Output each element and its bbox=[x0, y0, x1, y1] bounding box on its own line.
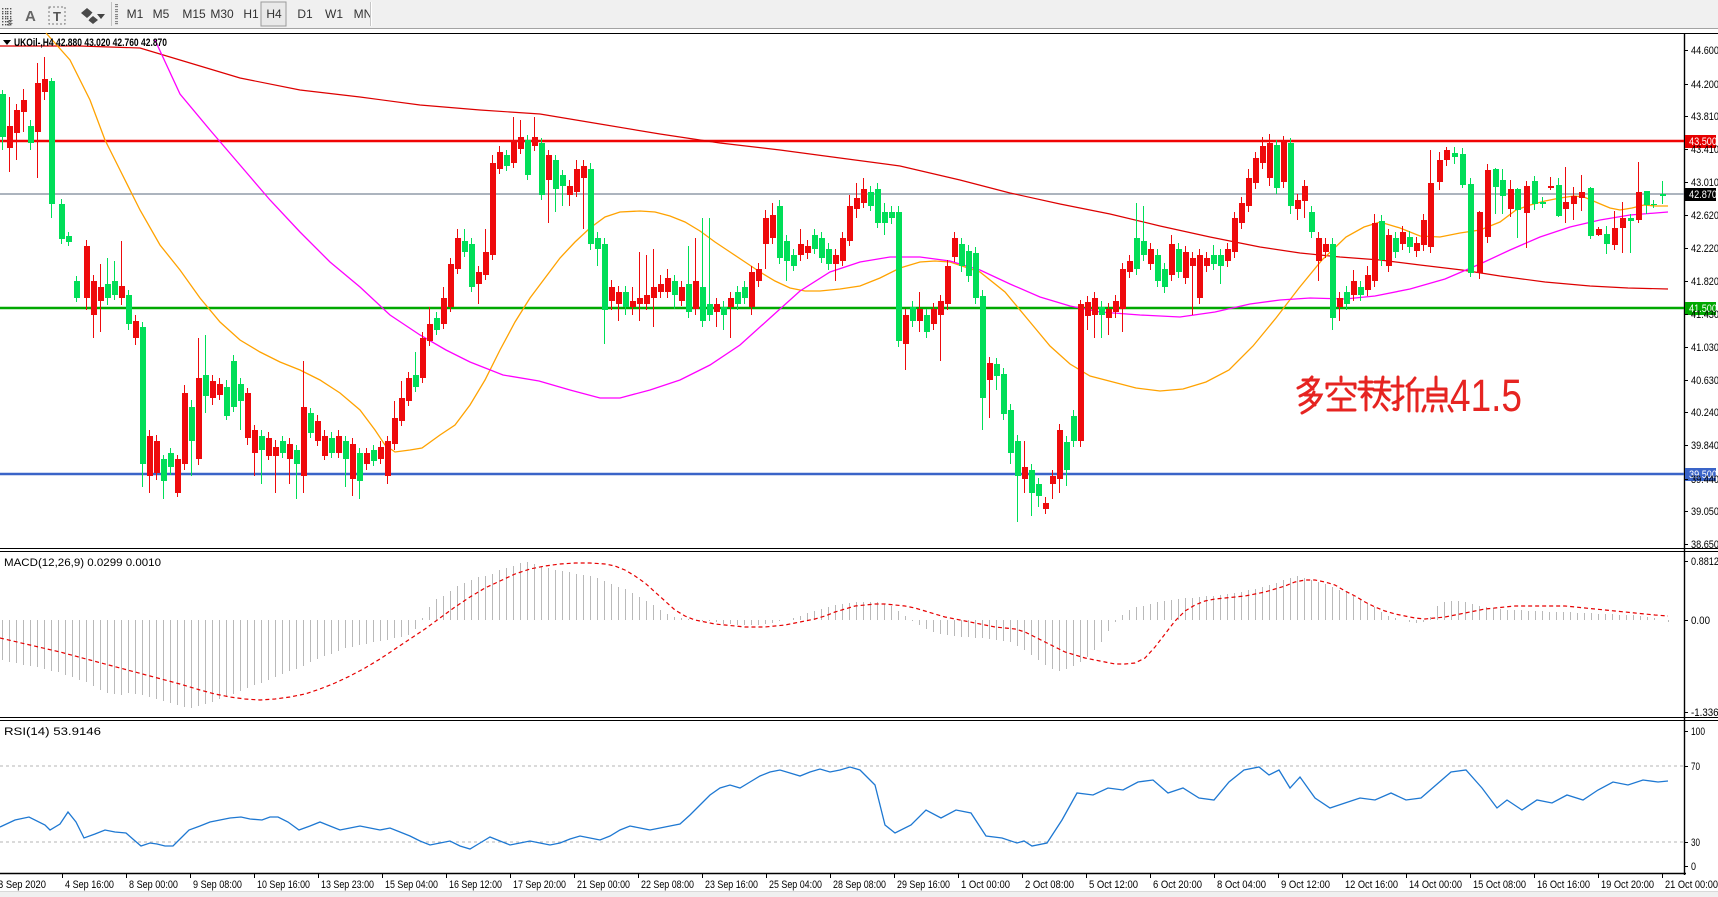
svg-text:0.8812: 0.8812 bbox=[1691, 556, 1718, 568]
svg-text:16 Sep 12:00: 16 Sep 12:00 bbox=[449, 879, 502, 891]
svg-text:42.220: 42.220 bbox=[1691, 243, 1718, 255]
svg-text:13 Sep 23:00: 13 Sep 23:00 bbox=[321, 879, 374, 891]
svg-text:30: 30 bbox=[1691, 837, 1700, 849]
svg-text:21 Oct 00:00: 21 Oct 00:00 bbox=[1665, 879, 1718, 891]
svg-text:15 Sep 04:00: 15 Sep 04:00 bbox=[385, 879, 438, 891]
svg-text:12 Oct 16:00: 12 Oct 16:00 bbox=[1345, 879, 1398, 891]
svg-text:A: A bbox=[25, 8, 36, 25]
svg-text:43.010: 43.010 bbox=[1691, 177, 1718, 189]
svg-text:MACD(12,26,9) 0.0299 0.0010: MACD(12,26,9) 0.0299 0.0010 bbox=[4, 557, 161, 569]
svg-text:16 Oct 16:00: 16 Oct 16:00 bbox=[1537, 879, 1590, 891]
svg-text:70: 70 bbox=[1691, 761, 1700, 773]
svg-text:100: 100 bbox=[1691, 726, 1705, 738]
svg-text:23 Sep 16:00: 23 Sep 16:00 bbox=[705, 879, 758, 891]
svg-text:3 Sep 2020: 3 Sep 2020 bbox=[0, 879, 46, 891]
svg-text:44.600: 44.600 bbox=[1691, 45, 1718, 57]
svg-text:29 Sep 16:00: 29 Sep 16:00 bbox=[897, 879, 950, 891]
svg-text:41.820: 41.820 bbox=[1691, 276, 1718, 288]
svg-text:-1.3368: -1.3368 bbox=[1691, 707, 1718, 719]
svg-text:41.430: 41.430 bbox=[1691, 309, 1718, 321]
svg-text:42.620: 42.620 bbox=[1691, 210, 1718, 222]
svg-text:40.630: 40.630 bbox=[1691, 375, 1718, 387]
svg-text:4 Sep 16:00: 4 Sep 16:00 bbox=[65, 879, 114, 891]
svg-text:8 Sep 00:00: 8 Sep 00:00 bbox=[129, 879, 178, 891]
svg-text:2 Oct 08:00: 2 Oct 08:00 bbox=[1025, 879, 1074, 891]
svg-text:RSI(14) 53.9146: RSI(14) 53.9146 bbox=[4, 726, 101, 738]
svg-text:42.870: 42.870 bbox=[1689, 189, 1717, 201]
svg-text:43.810: 43.810 bbox=[1691, 111, 1718, 123]
svg-text:9 Sep 08:00: 9 Sep 08:00 bbox=[193, 879, 242, 891]
svg-text:40.240: 40.240 bbox=[1691, 407, 1718, 419]
svg-text:8 Oct 04:00: 8 Oct 04:00 bbox=[1217, 879, 1266, 891]
svg-text:0.00: 0.00 bbox=[1691, 615, 1710, 627]
svg-text:44.200: 44.200 bbox=[1691, 79, 1718, 91]
svg-text:43.410: 43.410 bbox=[1691, 144, 1718, 156]
svg-text:39.840: 39.840 bbox=[1691, 440, 1718, 452]
svg-text:9 Oct 12:00: 9 Oct 12:00 bbox=[1281, 879, 1330, 891]
svg-text:T: T bbox=[53, 9, 61, 24]
svg-text:41.5: 41.5 bbox=[1450, 370, 1522, 421]
svg-text:39.050: 39.050 bbox=[1691, 506, 1718, 518]
svg-text:15 Oct 08:00: 15 Oct 08:00 bbox=[1473, 879, 1526, 891]
svg-text:43.500: 43.500 bbox=[1689, 136, 1717, 148]
svg-text:6 Oct 20:00: 6 Oct 20:00 bbox=[1153, 879, 1202, 891]
svg-text:39.500: 39.500 bbox=[1689, 469, 1717, 481]
svg-text:38.650: 38.650 bbox=[1691, 539, 1718, 551]
svg-text:41.500: 41.500 bbox=[1689, 303, 1717, 315]
svg-text:14 Oct 00:00: 14 Oct 00:00 bbox=[1409, 879, 1462, 891]
svg-text:25 Sep 04:00: 25 Sep 04:00 bbox=[769, 879, 822, 891]
svg-text:39.440: 39.440 bbox=[1691, 474, 1718, 486]
svg-text:1 Oct 00:00: 1 Oct 00:00 bbox=[961, 879, 1010, 891]
svg-text:F: F bbox=[8, 19, 13, 28]
svg-text:41.030: 41.030 bbox=[1691, 342, 1718, 354]
svg-text:19 Oct 20:00: 19 Oct 20:00 bbox=[1601, 879, 1654, 891]
svg-text:28 Sep 08:00: 28 Sep 08:00 bbox=[833, 879, 886, 891]
svg-text:UKOil-,H4 42.880 43.020 42.76: UKOil-,H4 42.880 43.020 42.760 42.870 bbox=[14, 37, 167, 49]
svg-text:17 Sep 20:00: 17 Sep 20:00 bbox=[513, 879, 566, 891]
svg-text:10 Sep 16:00: 10 Sep 16:00 bbox=[257, 879, 310, 891]
svg-text:22 Sep 08:00: 22 Sep 08:00 bbox=[641, 879, 694, 891]
svg-text:0: 0 bbox=[1691, 861, 1696, 873]
svg-text:5 Oct 12:00: 5 Oct 12:00 bbox=[1089, 879, 1138, 891]
svg-text:21 Sep 00:00: 21 Sep 00:00 bbox=[577, 879, 630, 891]
